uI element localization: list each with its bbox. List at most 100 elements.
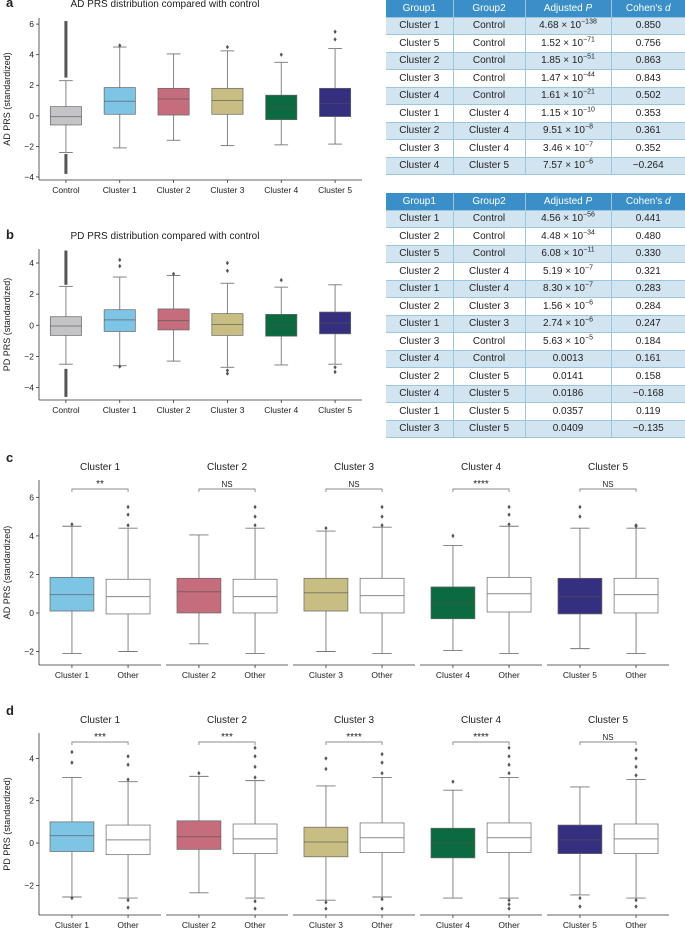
- cell-group1-value: Cluster 1: [399, 283, 440, 295]
- box-iqr: [157, 308, 190, 331]
- x-tick-label: Other: [117, 920, 138, 930]
- y-tick-label: 0: [29, 320, 34, 330]
- outlier-point: [118, 263, 122, 269]
- cell-adjusted-p: 9.51 × 10−8: [525, 122, 612, 140]
- outlier-point: [253, 745, 257, 751]
- table-row: Cluster 3 Control 1.47 × 10−44 0.843: [386, 69, 685, 88]
- cell-adjusted-p: 1.56 × 10−6: [525, 297, 612, 316]
- cell-adjusted-p: 5.19 × 10−7: [525, 262, 612, 281]
- box-2: [176, 534, 222, 645]
- cell-cohens-d: 0.361: [611, 122, 685, 140]
- outlier-point: [380, 751, 384, 757]
- outlier-point: [380, 523, 384, 528]
- cell-group1-value: Cluster 2: [399, 265, 440, 277]
- cell-adjusted-p: 4.56 × 10−56: [525, 210, 612, 228]
- cell-adjusted-p-value: 0.0357: [552, 405, 584, 417]
- box-iqr: [303, 577, 349, 612]
- table-row: Cluster 5 Control 6.08 × 10−11 0.330: [386, 245, 685, 263]
- cell-group2: Cluster 5: [453, 157, 526, 175]
- table-row: Cluster 1 Cluster 4 1.15 × 10−10 0.353: [386, 104, 685, 123]
- outlier-point: [634, 904, 638, 909]
- outlier-point: [578, 895, 582, 901]
- cell-group1-value: Cluster 4: [399, 90, 440, 102]
- cell-cohens-d: 0.321: [611, 262, 685, 281]
- cell-group1: Cluster 3: [386, 139, 454, 158]
- cell-adjusted-p-value: 1.85 × 10: [541, 55, 584, 67]
- subplot-title: Cluster 4: [461, 462, 501, 473]
- cell-group1: Cluster 2: [386, 52, 454, 70]
- outlier-point: [253, 523, 257, 528]
- cell-group2-value: Control: [472, 230, 506, 242]
- x-tick-label: Cluster 3: [210, 185, 244, 195]
- outlier-point: [507, 522, 511, 527]
- cell-cohens-d: 0.843: [611, 69, 685, 88]
- cell-adjusted-p-value: 3.46 × 10: [543, 142, 585, 154]
- x-tick-label: Cluster 5: [563, 670, 597, 680]
- significance-bracket: [579, 741, 637, 745]
- cell-cohens-d: 0.353: [611, 104, 685, 123]
- cell-group2: Control: [453, 350, 526, 368]
- table-row: Cluster 2 Control 4.48 × 10−34 0.480: [386, 227, 685, 246]
- cell-cohens-d-value: −0.135: [632, 423, 664, 435]
- x-tick-label: Cluster 1: [103, 405, 137, 415]
- y-tick-label: 4: [29, 50, 34, 60]
- cell-cohens-d: 0.161: [611, 350, 685, 368]
- outlier-point: [333, 37, 337, 42]
- d-symbol: d: [665, 2, 671, 14]
- cell-group1: Cluster 1: [386, 402, 454, 421]
- table-row: Cluster 1 Control 4.56 × 10−56 0.441: [386, 210, 685, 228]
- outlier-point: [380, 906, 384, 911]
- cell-cohens-d: 0.441: [611, 210, 685, 228]
- p-exponent: −5: [585, 334, 593, 342]
- cell-group2: Control: [453, 87, 526, 105]
- outlier-point: [279, 277, 283, 283]
- significance-label: ***: [221, 732, 233, 743]
- x-tick-label: Cluster 3: [309, 920, 343, 930]
- y-tick-label: 0: [29, 838, 34, 848]
- cell-cohens-d-value: 0.161: [635, 353, 661, 365]
- cell-group2: Control: [453, 52, 526, 70]
- cell-group2-value: Cluster 4: [468, 107, 509, 119]
- x-tick-label: Cluster 1: [55, 920, 89, 930]
- cell-cohens-d-value: 0.353: [635, 107, 661, 119]
- cell-adjusted-p: 0.0141: [525, 367, 612, 386]
- cell-group2: Cluster 4: [453, 139, 526, 158]
- cell-cohens-d: 0.283: [611, 280, 685, 298]
- table-row: Cluster 2 Control 1.85 × 10−51 0.863: [386, 52, 685, 70]
- x-tick-label: Other: [498, 670, 519, 680]
- x-tick-label: Other: [371, 920, 392, 930]
- outlier-point: [225, 371, 230, 376]
- significance-label: **: [96, 479, 104, 490]
- cell-adjusted-p: 0.0409: [525, 420, 612, 438]
- outlier-point: [634, 747, 638, 753]
- outlier-point: [225, 44, 230, 50]
- cell-cohens-d: 0.184: [611, 332, 685, 351]
- significance-bracket: [325, 741, 383, 745]
- x-tick-label: Other: [625, 670, 646, 680]
- outlier-point: [380, 771, 384, 776]
- outlier-point: [126, 504, 130, 510]
- box-iqr: [486, 576, 532, 613]
- cell-group2-value: Control: [472, 72, 506, 84]
- x-tick-label: Cluster 4: [264, 405, 298, 415]
- box-2: [176, 771, 222, 894]
- cell-group2: Control: [453, 210, 526, 228]
- box-iqr: [157, 87, 190, 116]
- p-exponent: −138: [581, 18, 597, 26]
- outlier-point: [634, 764, 638, 770]
- cell-group2-value: Cluster 5: [468, 370, 509, 382]
- table-row: Cluster 1 Cluster 4 8.30 × 10−7 0.283: [386, 280, 685, 298]
- significance-label: ***: [94, 732, 106, 743]
- table-header-group1: Group1: [386, 193, 454, 211]
- cell-adjusted-p-value: 4.48 × 10: [541, 230, 584, 242]
- outlier-point: [253, 899, 257, 904]
- x-tick-label: Other: [244, 920, 265, 930]
- p-exponent: −7: [585, 281, 593, 289]
- cell-group2-value: Cluster 4: [468, 142, 509, 154]
- panel-label-c: c: [6, 450, 13, 465]
- box-7: [486, 504, 532, 654]
- outlier-point: [253, 906, 257, 911]
- cell-group2: Cluster 5: [453, 385, 526, 403]
- table-row: Cluster 4 Cluster 5 0.0186 −0.168: [386, 385, 685, 403]
- outlier-point: [507, 771, 511, 776]
